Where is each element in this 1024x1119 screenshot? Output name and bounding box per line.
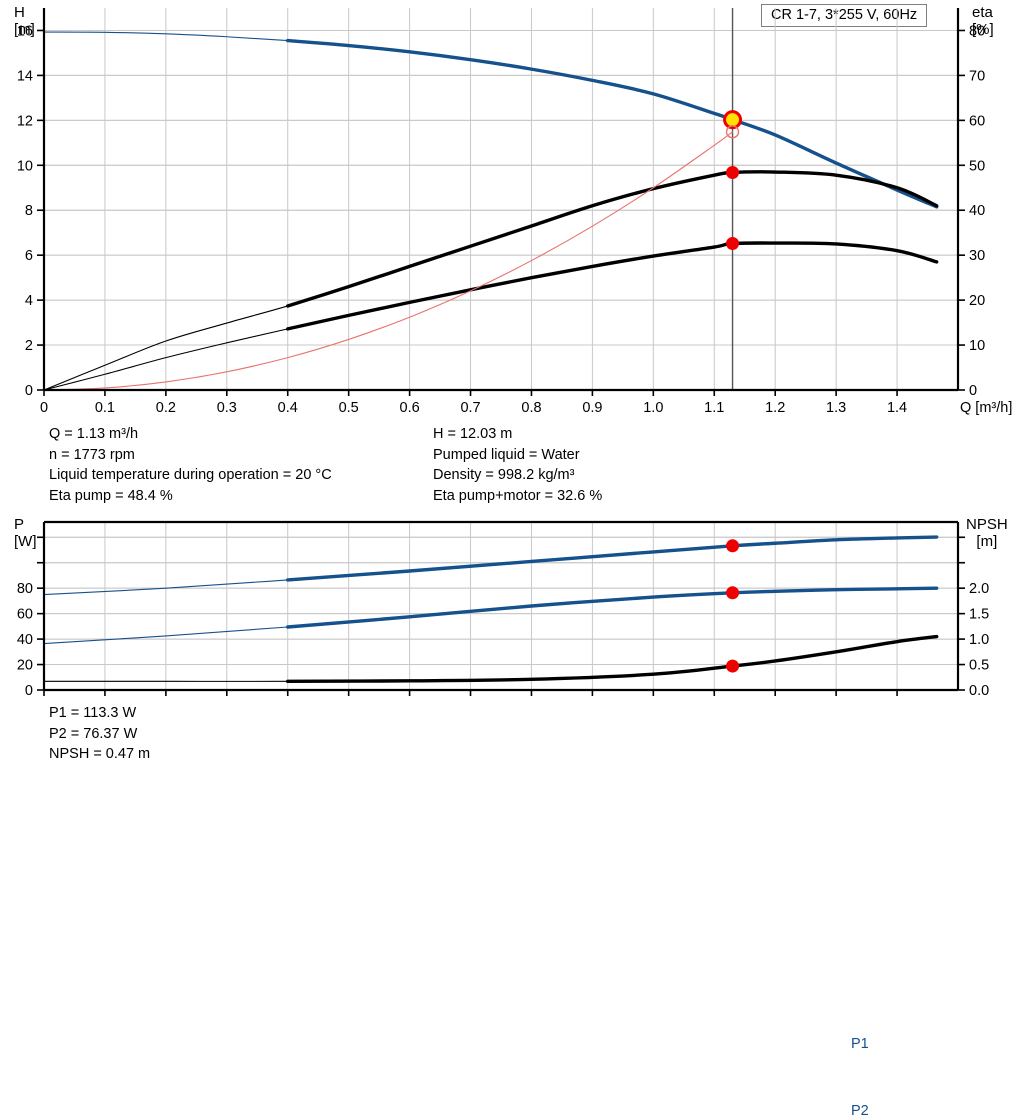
- duty-point-npsh[interactable]: [726, 659, 740, 673]
- x-tick-label: 0.9: [582, 400, 602, 416]
- duty-point-head[interactable]: [723, 110, 743, 130]
- y-tick-label-left: 2: [25, 338, 33, 354]
- info-eta-pump: Eta pump = 48.4 %: [49, 487, 173, 504]
- y-tick-label-left: 12: [17, 113, 33, 129]
- pump-model-title-box: CR 1-7, 3*255 V, 60Hz: [761, 4, 928, 27]
- x-tick-label: 0.2: [156, 400, 176, 416]
- y-tick-label-left: 14: [17, 68, 33, 84]
- info-pumped-liquid: Pumped liquid = Water: [433, 446, 580, 463]
- info-npsh: NPSH = 0.47 m: [49, 746, 151, 762]
- y-tick-label-left: 8: [25, 203, 33, 219]
- x-tick-label: 1.0: [643, 400, 663, 416]
- y-tick-label-left: 10: [17, 158, 33, 174]
- operating-data-left: Q = 1.13 m³/h n = 1773 rpm Liquid temper…: [49, 424, 332, 506]
- curve-thick-operating-range: [286, 535, 939, 582]
- gridlines: [44, 8, 958, 390]
- curve-label-p2: P2: [851, 1103, 869, 1119]
- y-tick-label-right: 0.0: [969, 683, 989, 699]
- x-tick-label: 1.4: [887, 400, 907, 416]
- y-tick-label-right: 20: [969, 293, 985, 309]
- power-npsh-data: P1 = 113.3 W P2 = 76.37 W NPSH = 0.47 m: [49, 703, 150, 765]
- y-tick-label-right: 1.0: [969, 632, 989, 648]
- series-npsh: [43, 634, 939, 684]
- curve-thin: [43, 131, 734, 391]
- power-npsh-plot-area: 0 20 40 60 80 0.0 0.5 1.0 1.5 2.0: [17, 520, 989, 699]
- curve-thin: [43, 587, 938, 645]
- x-tick-label: 0.5: [339, 400, 359, 416]
- power-npsh-chart: P [W] NPSH [m] 0 20 40 60 80 0.0 0.5 1.0 1.5 2.0 …: [0, 512, 1024, 1119]
- axis-title-npsh: NPSH [m]: [966, 516, 1008, 550]
- info-eta-pump-motor: Eta pump+motor = 32.6 %: [433, 487, 603, 504]
- y-tick-label-left: 16: [17, 23, 33, 39]
- y-tick-label-right: 80: [969, 23, 985, 39]
- y-tick-label-left: 0: [25, 683, 33, 699]
- info-flow: Q = 1.13 m³/h: [49, 426, 139, 442]
- curve-thin: [43, 31, 938, 208]
- series-p2: [43, 586, 939, 645]
- y-tick-label-left: 4: [25, 293, 33, 309]
- info-p2: P2 = 76.37 W: [49, 725, 138, 742]
- x-tick-label: 0: [40, 400, 48, 416]
- curve-thin: [43, 242, 938, 391]
- x-tick-label: 0.4: [278, 400, 298, 416]
- info-liquid-temperature: Liquid temperature during operation = 20…: [49, 467, 332, 483]
- curve-thick-operating-range: [286, 170, 939, 308]
- x-tick-label: 0.7: [460, 400, 480, 416]
- gridlines: [44, 522, 958, 690]
- y-tick-label-left: 20: [17, 658, 33, 674]
- x-tick-label: 0.8: [521, 400, 541, 416]
- y-tick-label-right: 10: [969, 338, 985, 354]
- duty-point-p1[interactable]: [726, 539, 740, 553]
- y-tick-label-left: 60: [17, 607, 33, 623]
- y-tick-label-left: 0: [25, 383, 33, 399]
- axis-title-head: H [m]: [14, 4, 35, 38]
- axis-title-power: P [W]: [14, 516, 37, 550]
- x-tick-label: 1.3: [826, 400, 846, 416]
- duty-point-eta-pump-motor[interactable]: [726, 236, 740, 250]
- info-head: H = 12.03 m: [433, 426, 513, 442]
- x-tick-label: 0.3: [217, 400, 237, 416]
- curve-thick-operating-range: [286, 241, 939, 331]
- x-tick-label: 0.6: [400, 400, 420, 416]
- duty-point-eta-pump[interactable]: [726, 165, 740, 179]
- y-tick-label-right: 0: [969, 383, 977, 399]
- axis-title-eta: eta [%]: [972, 4, 994, 38]
- series-eta-pump-motor: [43, 241, 939, 391]
- y-tick-label-right: 60: [969, 113, 985, 129]
- info-p1: P1 = 113.3 W: [49, 705, 137, 721]
- y-tick-label-right: 2.0: [969, 581, 989, 597]
- curve-thick-operating-range: [286, 38, 939, 209]
- y-tick-label-left: 80: [17, 581, 33, 597]
- curve-label-p1: P1: [851, 1036, 869, 1052]
- series-system-curve: [43, 131, 734, 391]
- pump-model-title: CR 1-7, 3*255 V, 60Hz: [771, 7, 918, 23]
- y-tick-label-left: 40: [17, 632, 33, 648]
- series-head-h: [43, 31, 939, 209]
- y-tick-label-right: 40: [969, 203, 985, 219]
- x-tick-label: 1.1: [704, 400, 724, 416]
- y-tick-label-right: 1.5: [969, 607, 989, 623]
- series-eta-pump: [43, 170, 939, 391]
- y-tick-label-right: 30: [969, 248, 985, 264]
- y-tick-label-right: 0.5: [969, 658, 989, 674]
- y-tick-label-left: 6: [25, 248, 33, 264]
- y-tick-label-right: 50: [969, 158, 985, 174]
- head-efficiency-chart: H [m] eta [%] 0 0.1 0.2 0.3 0.4 0.5 0.6 0.7 0.8 0…: [0, 0, 1024, 420]
- curve-thin: [43, 636, 938, 682]
- curve-thick-operating-range: [286, 634, 939, 684]
- series-p1: [43, 535, 939, 596]
- axis-label-x: Q [m³/h]: [960, 400, 1012, 416]
- y-tick-label-right: 70: [969, 68, 985, 84]
- x-tick-label: 1.2: [765, 400, 785, 416]
- head-efficiency-plot-area: 0 0.1 0.2 0.3 0.4 0.5 0.6 0.7 0.8 0.9 1.0 1.1 1.2 1.3…: [17, 8, 1012, 416]
- curve-thick-operating-range: [286, 586, 939, 629]
- info-density: Density = 998.2 kg/m³: [433, 467, 575, 483]
- duty-point-p2[interactable]: [726, 586, 740, 600]
- operating-data-right: H = 12.03 m Pumped liquid = Water Densit…: [433, 424, 602, 506]
- x-tick-label: 0.1: [95, 400, 115, 416]
- info-speed: n = 1773 rpm: [49, 446, 135, 463]
- duty-point-system[interactable]: [725, 125, 740, 139]
